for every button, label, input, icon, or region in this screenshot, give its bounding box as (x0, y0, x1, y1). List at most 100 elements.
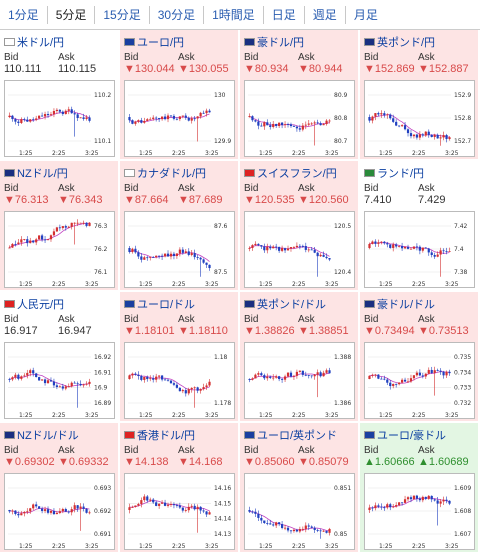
currency-pair-name[interactable]: 米ドル/円 (17, 37, 65, 49)
currency-pair-link[interactable]: 英ポンド/円 (364, 34, 435, 50)
currency-pair-name[interactable]: 英ポンド/ドル (257, 299, 327, 311)
currency-pair-link[interactable]: 人民元/円 (4, 296, 64, 312)
candle-body (46, 509, 50, 513)
currency-card[interactable]: スイスフラン/円 Bid Ask ▼120.535 ▼120.560 120.5 120.4… (240, 161, 359, 291)
currency-pair-link[interactable]: 英ポンド/ドル (244, 296, 326, 312)
currency-card[interactable]: 豪ドル/円 Bid Ask ▼80.934 ▼80.944 80.9 80.8 80.7 1:2… (240, 30, 359, 160)
candle-body (386, 243, 389, 245)
mini-candlestick-chart[interactable]: 76.3 76.2 76.1 1:25 2:25 3:25 (4, 211, 115, 288)
currency-pair-name[interactable]: NZドル/ドル (17, 430, 79, 442)
currency-card[interactable]: ユーロ/ドル Bid Ask ▼1.18101 ▼1.18110 1.18 1.178 1:2… (120, 292, 239, 422)
candle-body (442, 371, 445, 376)
mini-candlestick-chart[interactable]: 1.609 1.608 1.607 1:25 2:25 3:25 (364, 473, 475, 550)
candle-body (442, 135, 445, 138)
y-tick-label: 80.9 (334, 92, 348, 99)
currency-card[interactable]: NZドル/円 Bid Ask ▼76.313 ▼76.343 76.3 76.2 76.1 1:… (0, 161, 119, 291)
candle-body (251, 511, 254, 513)
mini-candlestick-chart[interactable]: 80.9 80.8 80.7 1:25 2:25 3:25 (244, 80, 355, 157)
gb-flag-icon (244, 300, 255, 308)
tab-timeframe[interactable]: 月足 (353, 7, 378, 22)
candle-body (134, 248, 137, 253)
candle-body (374, 374, 377, 376)
currency-card[interactable]: 人民元/円 Bid Ask 16.917 16.947 16.92 16.91 16.9 16.… (0, 292, 119, 422)
y-tick-label: 1.18 (214, 354, 228, 361)
currency-pair-link[interactable]: ユーロ/ドル (124, 296, 195, 312)
candle-body (257, 513, 260, 518)
currency-pair-name[interactable]: 英ポンド/円 (377, 37, 436, 49)
ask-value: ▼0.73513 (418, 325, 469, 337)
x-tick-label: 2:25 (52, 412, 66, 419)
x-tick-label: 1:25 (139, 281, 153, 288)
mini-candlestick-chart[interactable]: 110.2 110.1 1:25 2:25 3:25 (4, 80, 115, 157)
currency-pair-link[interactable]: ユーロ/英ポンド (244, 427, 337, 443)
candle-body (49, 114, 53, 116)
currency-pair-link[interactable]: 豪ドル/ドル (364, 296, 435, 312)
currency-pair-link[interactable]: 香港ドル/円 (124, 427, 195, 443)
currency-pair-link[interactable]: スイスフラン/円 (244, 165, 337, 181)
currency-card[interactable]: NZドル/ドル Bid Ask ▼0.69302 ▼0.69332 0.693 0.692 0… (0, 423, 119, 553)
mini-candlestick-chart[interactable]: 120.5 120.4 1:25 2:25 3:25 (244, 211, 355, 288)
currency-pair-link[interactable]: 米ドル/円 (4, 34, 64, 50)
candle-body (301, 528, 304, 530)
candle-body (380, 506, 383, 508)
mini-candlestick-chart[interactable]: 152.9 152.8 152.7 1:25 2:25 3:25 (364, 80, 475, 157)
currency-pair-link[interactable]: ユーロ/円 (124, 34, 184, 50)
tab-timeframe[interactable]: 5分足 (48, 5, 96, 24)
currency-card[interactable]: 米ドル/円 Bid Ask 110.111 110.115 110.2 110.1 1:25 2… (0, 30, 119, 160)
candle-body (64, 386, 67, 389)
candle-body (8, 510, 11, 512)
candle-body (14, 243, 17, 245)
currency-pair-name[interactable]: ユーロ/英ポンド (257, 430, 338, 442)
currency-pair-name[interactable]: 人民元/円 (17, 299, 65, 311)
currency-card[interactable]: カナダドル/円 Bid Ask ▼87.664 ▼87.689 87.6 87.5 1:25 2… (120, 161, 239, 291)
currency-pair-name[interactable]: ユーロ/ドル (137, 299, 196, 311)
currency-pair-name[interactable]: ユーロ/豪ドル (377, 430, 447, 442)
tab-timeframe[interactable]: 1時間足 (204, 5, 264, 24)
mini-candlestick-chart[interactable]: 1.18 1.178 1:25 2:25 3:25 (124, 342, 235, 419)
currency-card[interactable]: ユーロ/英ポンド Bid Ask ▼0.85060 ▼0.85079 0.851 0.85 1… (240, 423, 359, 553)
currency-pair-link[interactable]: ユーロ/豪ドル (364, 427, 446, 443)
mini-candlestick-chart[interactable]: 0.693 0.692 0.691 1:25 2:25 3:25 (4, 473, 115, 550)
tab-timeframe[interactable]: 15分足 (95, 5, 150, 24)
mini-candlestick-chart[interactable]: 130 129.9 1:25 2:25 3:25 (124, 80, 235, 157)
currency-pair-link[interactable]: ランド/円 (364, 165, 424, 181)
currency-pair-name[interactable]: 豪ドル/円 (257, 37, 305, 49)
currency-pair-name[interactable]: NZドル/円 (17, 168, 68, 180)
currency-card[interactable]: ユーロ/豪ドル Bid Ask ▲1.60666 ▲1.60689 1.609 1.608 1… (360, 423, 479, 553)
currency-pair-link[interactable]: カナダドル/円 (124, 165, 206, 181)
currency-pair-link[interactable]: NZドル/ドル (4, 427, 79, 443)
mini-candlestick-chart[interactable]: 0.851 0.85 1:25 2:25 3:25 (244, 473, 355, 550)
tab-timeframe[interactable]: 30分足 (150, 5, 205, 24)
mini-candlestick-chart[interactable]: 87.6 87.5 1:25 2:25 3:25 (124, 211, 235, 288)
currency-card[interactable]: 香港ドル/円 Bid Ask ▼14.138 ▼14.168 14.16 14.15 14.1… (120, 423, 239, 553)
currency-pair-name[interactable]: 香港ドル/円 (137, 430, 196, 442)
currency-card[interactable]: ユーロ/円 Bid Ask ▼130.044 ▼130.055 130 129.9 1:25 2… (120, 30, 239, 160)
currency-pair-link[interactable]: 豪ドル/円 (244, 34, 304, 50)
tab-timeframe[interactable]: 日足 (264, 5, 305, 24)
candle-body (392, 506, 395, 508)
currency-pair-link[interactable]: NZドル/円 (4, 165, 68, 181)
ask-value: 110.115 (58, 63, 97, 75)
tab-timeframe[interactable]: 1分足 (0, 5, 48, 24)
currency-pair-name[interactable]: カナダドル/円 (137, 168, 207, 180)
currency-card[interactable]: ランド/円 Bid Ask 7.410 7.429 7.42 7.4 7.38 1:25 2:25… (360, 161, 479, 291)
mini-candlestick-chart[interactable]: 16.92 16.91 16.9 16.89 1:25 2:25 3:25 (4, 342, 115, 419)
y-tick-label: 7.4 (454, 246, 464, 253)
currency-pair-name[interactable]: ユーロ/円 (137, 37, 185, 49)
currency-pair-name[interactable]: ランド/円 (377, 168, 425, 180)
currency-card[interactable]: 英ポンド/円 Bid Ask ▼152.869 ▼152.887 152.9 152.8 15… (360, 30, 479, 160)
mini-candlestick-chart[interactable]: 14.16 14.15 14.14 14.13 1:25 2:25 3:25 (124, 473, 235, 550)
mini-candlestick-chart[interactable]: 0.735 0.734 0.733 0.732 1:25 2:25 3:25 (364, 342, 475, 419)
ask-label: Ask (178, 445, 195, 456)
currency-pair-name[interactable]: 豪ドル/ドル (377, 299, 436, 311)
currency-card[interactable]: 英ポンド/ドル Bid Ask ▼1.38826 ▼1.38851 1.388 1.386 1… (240, 292, 359, 422)
candle-body (406, 247, 410, 249)
currency-card[interactable]: 豪ドル/ドル Bid Ask ▼0.73494 ▼0.73513 0.735 0.734 0.… (360, 292, 479, 422)
y-tick-label: 120.4 (334, 269, 351, 276)
mini-candlestick-chart[interactable]: 1.388 1.386 1:25 2:25 3:25 (244, 342, 355, 419)
candle-body (424, 247, 427, 249)
candle-body (70, 109, 73, 114)
mini-candlestick-chart[interactable]: 7.42 7.4 7.38 1:25 2:25 3:25 (364, 211, 475, 288)
currency-pair-name[interactable]: スイスフラン/円 (257, 168, 337, 180)
tab-timeframe[interactable]: 週足 (305, 5, 346, 24)
